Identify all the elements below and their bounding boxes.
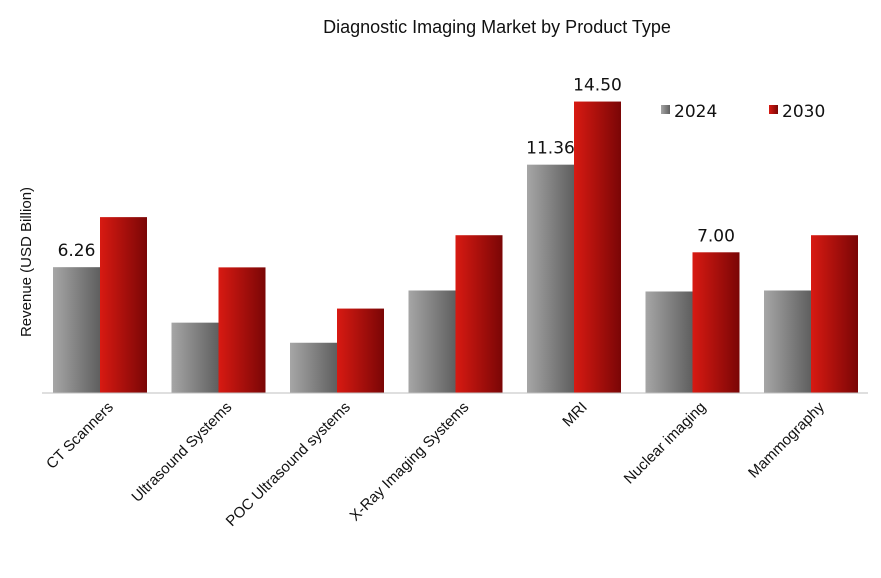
bar-2030-0: [100, 217, 147, 393]
bar-2024-0: [53, 267, 100, 393]
bar-2024-6: [764, 290, 811, 393]
x-tick-label: MRI: [559, 399, 590, 430]
bar-2030-5: [692, 252, 740, 393]
legend: 2024 2030: [661, 102, 825, 122]
bar-2024-4: [527, 164, 574, 393]
x-tick-label: Ultrasound Systems: [128, 399, 235, 506]
legend-label-2030: 2030: [782, 102, 825, 122]
bar-2030-4: [574, 101, 621, 394]
x-tick-label: Mammography: [745, 398, 828, 481]
data-label: 7.00: [697, 226, 735, 246]
bar-2024-1: [171, 322, 219, 393]
legend-swatch-2024: [661, 105, 670, 114]
data-label: 6.26: [58, 241, 96, 261]
bar-2024-2: [290, 342, 337, 393]
data-labels: 6.26 11.36 14.50 7.00: [58, 76, 735, 262]
bar-2030-1: [218, 267, 266, 393]
legend-label-2024: 2024: [674, 102, 717, 122]
y-axis-label: Revenue (USD Billion): [18, 187, 35, 337]
bars-group: [53, 101, 858, 394]
chart-title: Diagnostic Imaging Market by Product Typ…: [323, 17, 671, 37]
x-tick-label: CT Scanners: [43, 399, 117, 473]
bar-2024-3: [408, 290, 456, 393]
data-label: 11.36: [526, 139, 575, 159]
bar-2030-3: [455, 235, 503, 393]
legend-swatch-2030: [769, 105, 778, 114]
bar-2030-6: [811, 235, 858, 393]
bar-2030-2: [337, 308, 384, 393]
x-tick-label: Nuclear imaging: [621, 399, 710, 488]
data-label: 14.50: [573, 76, 622, 96]
bar-2024-5: [645, 291, 693, 393]
x-tick-label: X-Ray Imaging Systems: [347, 399, 473, 525]
x-tick-label: POC Ultrasound systems: [223, 399, 354, 530]
